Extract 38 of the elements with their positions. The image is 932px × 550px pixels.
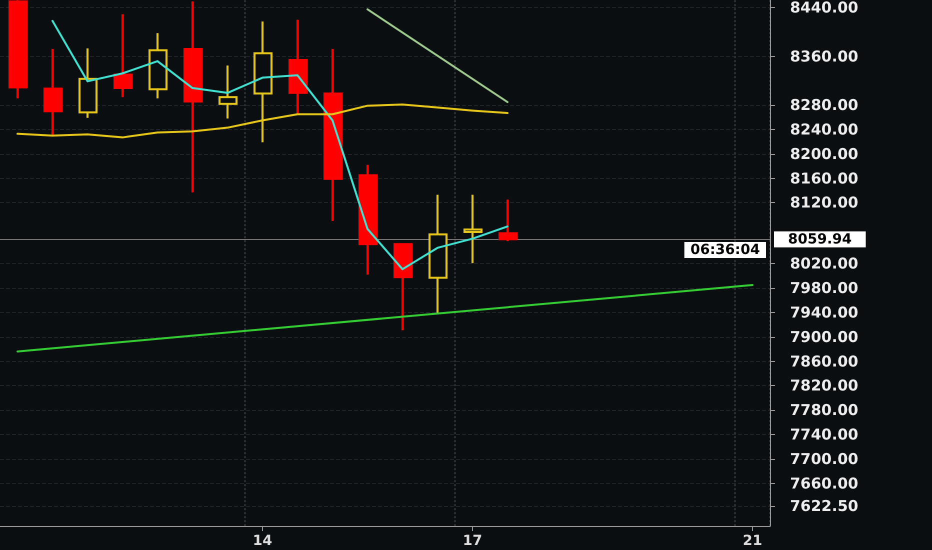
y-tick-label: 8020.00	[790, 254, 858, 273]
candlestick	[184, 0, 202, 194]
y-tick-label: 7740.00	[790, 426, 858, 444]
y-tick-label: 7980.00	[790, 279, 858, 298]
line-series	[52, 20, 508, 270]
candlestick	[148, 32, 168, 100]
x-tick-label: 21	[742, 533, 762, 549]
candlestick	[394, 243, 412, 332]
y-tick-label: 8240.00	[790, 120, 858, 138]
candlestick	[114, 13, 132, 98]
candlestick	[498, 198, 518, 242]
candlestick	[44, 48, 62, 138]
candlestick	[288, 18, 308, 115]
x-tick-label: 17	[462, 533, 482, 549]
y-tick-label: 7900.00	[790, 328, 858, 346]
candlestick	[78, 47, 98, 119]
annotation: 06:36:04	[690, 242, 760, 258]
y-tick-label: 8160.00	[790, 169, 858, 188]
candlestick	[218, 64, 238, 120]
y-tick-label: 7940.00	[790, 304, 858, 322]
candlestick	[8, 0, 28, 100]
y-tick-label: 7860.00	[790, 352, 858, 370]
y-tick-label: 7820.00	[790, 376, 858, 395]
y-tick-label: 8120.00	[790, 194, 858, 212]
y-tick-label: 7660.00	[790, 474, 858, 492]
candlestick	[428, 194, 448, 315]
candlestick	[358, 164, 378, 276]
y-tick-label: 8200.00	[790, 144, 858, 163]
y-tick-label: 7622.50	[790, 497, 858, 516]
y-tick-label: 8440.00	[790, 0, 858, 16]
candlestick	[464, 194, 482, 264]
y-tick-label: 7780.00	[790, 401, 858, 420]
candlestick	[324, 48, 342, 222]
y-tick-label: 7700.00	[790, 450, 858, 468]
ref-line-label: 8059.94	[788, 231, 852, 248]
y-tick-label: 8360.00	[790, 47, 858, 66]
x-tick-label: 14	[252, 533, 272, 549]
y-tick-label: 8280.00	[790, 96, 858, 114]
